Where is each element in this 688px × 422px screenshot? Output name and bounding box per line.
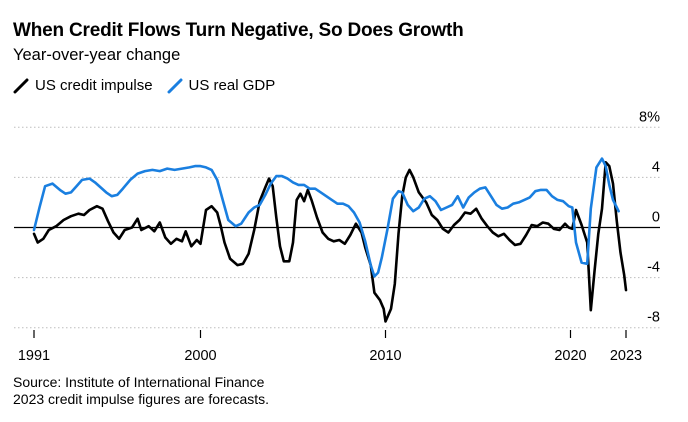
legend-label-credit: US credit impulse	[35, 77, 153, 94]
series-lines	[32, 157, 628, 323]
chart-title: When Credit Flows Turn Negative, So Does…	[13, 20, 464, 41]
legend: US credit impulse US real GDP	[13, 77, 289, 94]
y-tick-label: -4	[647, 260, 660, 276]
y-tick-label: -8	[647, 310, 660, 326]
x-axis: 1991 2000 2010 2020 2023	[18, 330, 642, 364]
legend-swatch-gdp	[167, 78, 183, 93]
x-tick-label: 2010	[369, 348, 401, 364]
legend-item-credit: US credit impulse	[13, 77, 153, 94]
y-tick-label: 4	[652, 159, 660, 175]
x-tick-label: 2020	[554, 348, 586, 364]
footer: Source: Institute of International Finan…	[13, 374, 269, 408]
series-line-real-gdp	[32, 157, 620, 278]
y-tick-label: 0	[652, 210, 660, 226]
source-note: Source: Institute of International Finan…	[13, 374, 265, 390]
y-tick-label: 8%	[639, 109, 660, 125]
series-line-credit-impulse	[32, 161, 628, 323]
x-tick-label: 2023	[610, 348, 642, 364]
forecast-note: 2023 credit impulse figures are forecast…	[13, 391, 270, 407]
x-tick-label: 2000	[184, 348, 216, 364]
chart-subtitle: Year-over-year change	[13, 46, 181, 64]
legend-swatch-credit	[13, 78, 29, 93]
legend-label-gdp: US real GDP	[188, 77, 276, 94]
legend-item-gdp: US real GDP	[167, 77, 276, 94]
x-tick-label: 1991	[18, 348, 50, 364]
y-axis: 8% 4 0 -4 -8	[639, 109, 660, 325]
